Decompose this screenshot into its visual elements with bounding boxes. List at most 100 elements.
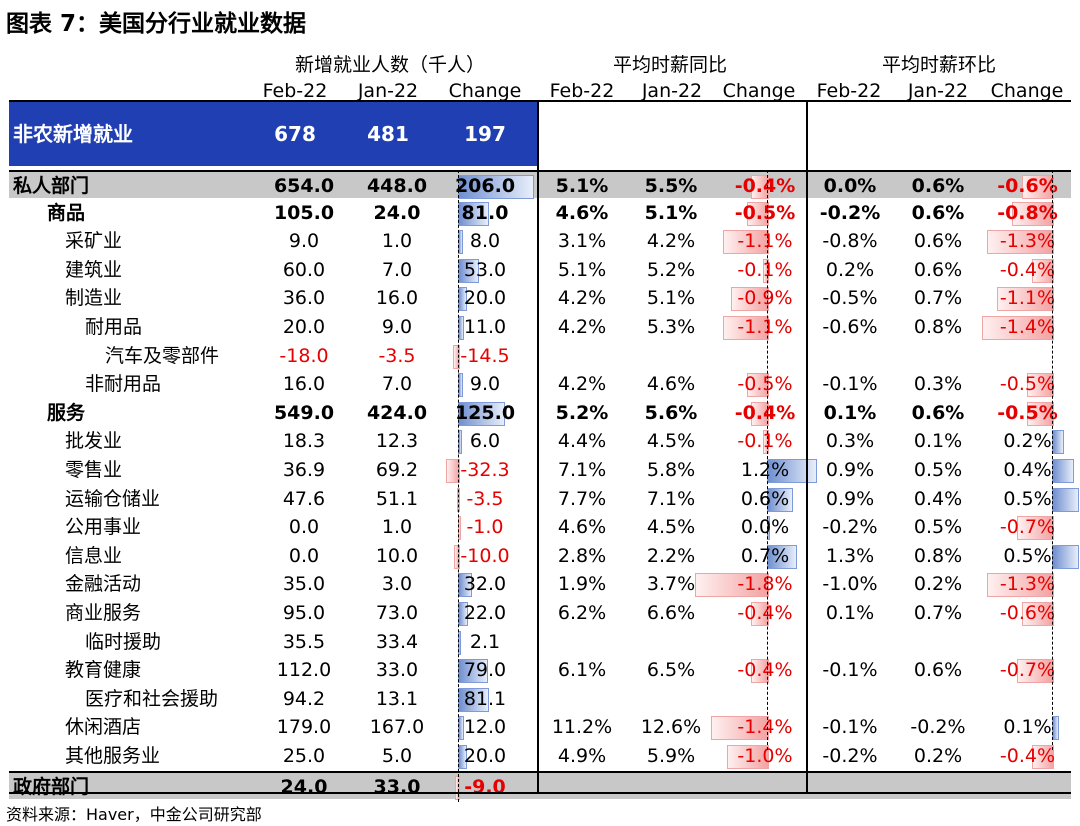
- cell-e2: 24.0: [373, 201, 421, 224]
- cell-e3: 81.0: [461, 201, 509, 224]
- cell-y2: 5.1%: [644, 201, 698, 224]
- cell-e1: 105.0: [273, 201, 335, 224]
- row-label: 公用事业: [65, 516, 142, 539]
- cell-m1: -0.2%: [822, 745, 878, 767]
- cell-y3: -0.1%: [737, 430, 793, 453]
- cell-y2: 6.5%: [646, 659, 696, 682]
- cell-y3: -1.8%: [737, 573, 793, 596]
- change-bar: [767, 459, 817, 483]
- cell-y1: 4.2%: [557, 287, 607, 310]
- cell-e1: 0.0: [288, 544, 320, 567]
- table-row: 休闲酒店 179.0 167.0 11.2% 12.6% -0.1% -0.2% 12.0 -1…: [9, 713, 1071, 741]
- cell-e3: 206.0: [454, 175, 516, 197]
- cell-y3: -1.1%: [737, 316, 793, 338]
- cell-e2: 51.1: [375, 487, 419, 510]
- cell-m1: 0.0%: [823, 175, 877, 197]
- change-bar: [454, 775, 460, 800]
- table-row: 批发业 18.3 12.3 4.4% 4.5% 0.3% 0.1% 6.0 -0.1% 0.2%: [9, 427, 1071, 455]
- cell-m3: 0.5%: [1003, 487, 1052, 510]
- cell-m2: 0.7%: [913, 287, 963, 310]
- cell-y3: -0.4%: [734, 401, 796, 424]
- col-header-mom-jan: Jan-22: [907, 80, 969, 102]
- cell-y1: 4.4%: [557, 430, 607, 453]
- cell-e1: 35.0: [282, 573, 326, 596]
- cell-y1: 4.9%: [557, 745, 607, 767]
- change-bar: [1012, 201, 1054, 226]
- table-row: 汽车及零部件 -18.0 -3.5 -14.5: [9, 342, 1071, 370]
- cell-e2: -3.5: [378, 344, 416, 367]
- cell-m1: -1.0%: [822, 573, 878, 596]
- cell-e1: 25.0: [282, 745, 326, 767]
- table-row: 零售业 36.9 69.2 7.1% 5.8% 0.9% 0.5% -32.3 1.2% 0.4%: [9, 456, 1074, 484]
- cell-e2: 73.0: [375, 602, 419, 624]
- cell-m3: -0.8%: [997, 201, 1058, 224]
- cell-m2: 0.6%: [913, 659, 963, 682]
- cell-m1: [805, 773, 895, 801]
- cell-e2: 7.0: [381, 258, 413, 281]
- change-bar: [1017, 659, 1054, 684]
- change-bar: [446, 459, 460, 483]
- cell-e3: 125.0: [454, 401, 516, 424]
- cell-m3: -0.6%: [999, 602, 1056, 624]
- cell-m3: -0.5%: [997, 401, 1058, 424]
- col-header-emp-feb: Feb-22: [262, 80, 328, 102]
- zero-axis: [767, 170, 768, 750]
- cell-m2: 0.4%: [913, 487, 963, 510]
- cell-m3: -0.5%: [999, 373, 1056, 396]
- row-label: 商品: [47, 201, 86, 224]
- change-bar: [695, 573, 769, 598]
- cell-m2: [893, 685, 983, 713]
- cell-e1: 36.9: [282, 459, 326, 481]
- cell-e3: 53.0: [463, 258, 507, 281]
- cell-e1: 16.0: [282, 373, 326, 396]
- cell-m2: 0.2%: [913, 573, 963, 596]
- cell-y1: 2.8%: [557, 544, 607, 567]
- cell-e2: 33.0: [373, 775, 421, 798]
- change-bar: [723, 230, 769, 255]
- row-label: 私人部门: [13, 175, 90, 197]
- zero-axis: [458, 170, 459, 802]
- cell-e1: 60.0: [282, 258, 326, 281]
- cell-e2: 1.0: [381, 516, 413, 539]
- change-bar: [711, 716, 769, 741]
- row-label: 零售业: [65, 459, 123, 481]
- change-bar: [997, 287, 1054, 312]
- cell-e3: 20.0: [463, 745, 507, 767]
- change-bar: [1032, 258, 1054, 283]
- table-row: 公用事业 0.0 1.0 4.6% 4.5% -0.2% 0.5% -1.0 0.0% -0.7%: [9, 513, 1071, 541]
- cell-m1: -0.6%: [822, 316, 878, 338]
- cell-e1: 20.0: [282, 316, 326, 338]
- cell-e1: 0.0: [288, 516, 320, 539]
- group-header-wage-mom: 平均时薪环比: [881, 54, 996, 76]
- cell-m3: -1.4%: [999, 316, 1056, 338]
- group-header-wage-yoy: 平均时薪同比: [612, 54, 727, 76]
- cell-e2: 1.0: [381, 230, 413, 253]
- cell-m2: 0.8%: [913, 544, 963, 567]
- cell-y2: 5.8%: [646, 459, 696, 481]
- header-rule: [9, 100, 1071, 102]
- cell-y1: 6.2%: [557, 602, 607, 624]
- group-header-employment: 新增就业人数（千人）: [294, 54, 485, 76]
- row-label: 休闲酒店: [65, 716, 142, 739]
- bottom-rule: [9, 792, 1071, 794]
- cell-e3: 81.1: [463, 687, 507, 710]
- cell-m3: 0.2%: [1003, 430, 1052, 453]
- source-note: 资料来源：Haver，中金公司研究部: [6, 805, 262, 824]
- cell-m3: 0.1%: [1003, 716, 1052, 739]
- divider-1: [537, 102, 539, 792]
- change-bar: [1017, 516, 1054, 541]
- cell-e1: 9.0: [288, 230, 320, 253]
- cell-m2: 0.5%: [913, 516, 963, 539]
- table-row: 采矿业 9.0 1.0 3.1% 4.2% -0.8% 0.6% 8.0 -1.1% -1.3%: [9, 227, 1071, 255]
- cell-y1: 5.2%: [555, 401, 609, 424]
- change-bar: [751, 602, 769, 626]
- cell-e2: 5.0: [381, 745, 413, 767]
- col-header-mom-feb: Feb-22: [816, 80, 882, 102]
- cell-m2: 0.6%: [911, 175, 965, 197]
- change-bar: [1022, 175, 1054, 199]
- cell-e3: -32.3: [460, 459, 510, 481]
- cell-y2: 4.2%: [646, 230, 696, 253]
- cell-m1: -0.5%: [822, 287, 878, 310]
- cell-e1: -18.0: [279, 344, 329, 367]
- table-row: 政府部门 24.0 33.0 -9.0: [9, 770, 1071, 801]
